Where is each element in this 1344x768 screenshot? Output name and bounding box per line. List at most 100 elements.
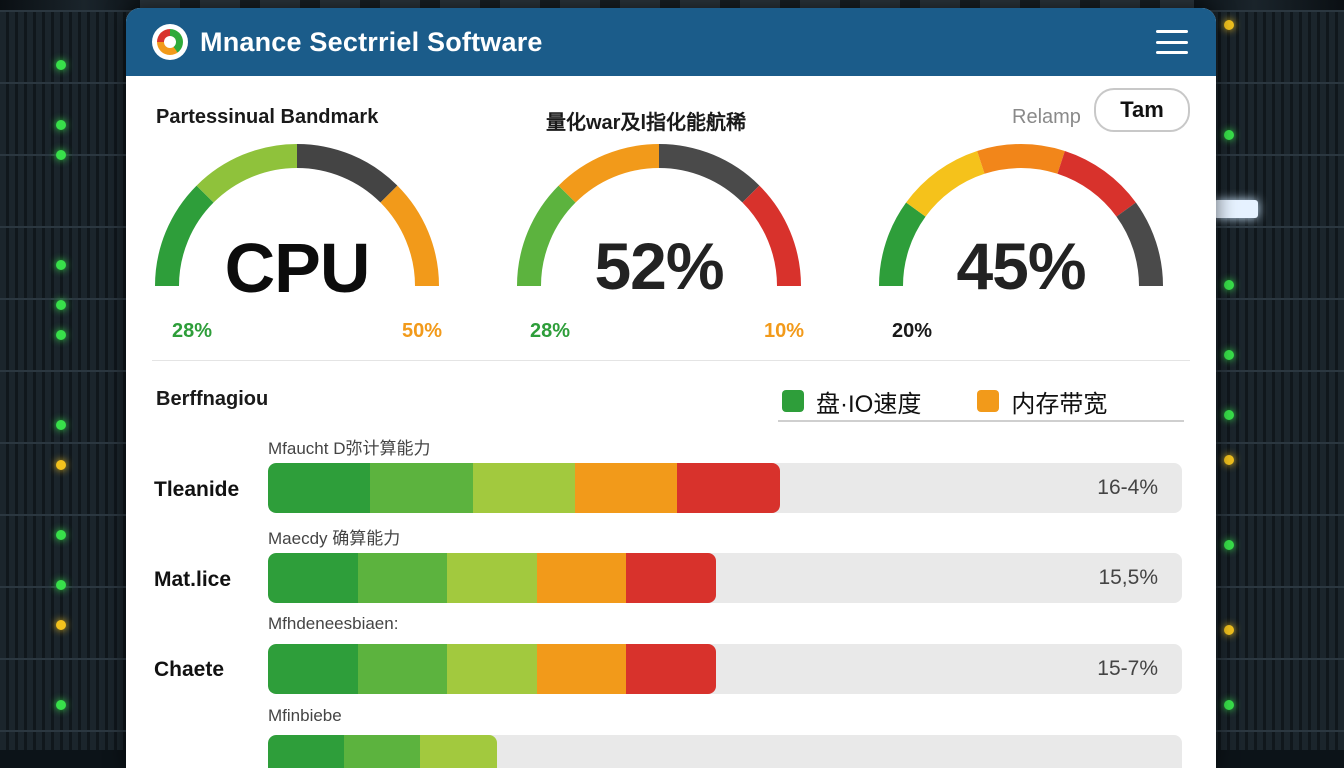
rack-unit — [0, 586, 140, 660]
rack-unit — [0, 658, 140, 732]
progress-bar-track: 16-4% — [268, 463, 1182, 513]
bar-label: Tleanide — [154, 478, 240, 501]
gauge-max-label: 50% — [402, 320, 443, 342]
bar-segment — [575, 463, 678, 513]
server-rack-right — [1194, 0, 1344, 750]
rack-unit — [0, 82, 140, 156]
rack-unit — [1194, 226, 1344, 300]
legend-label: 盘·IO速度 — [816, 390, 922, 418]
gauge-center-label: CPU — [224, 229, 371, 307]
rack-unit — [0, 370, 140, 444]
rack-unit — [0, 226, 140, 300]
app-logo-icon — [152, 24, 188, 60]
progress-bar-fill — [268, 644, 716, 694]
rack-unit — [0, 442, 140, 516]
rack-unit — [1194, 370, 1344, 444]
bar-segment — [447, 644, 537, 694]
rack-unit — [0, 298, 140, 372]
rack-unit — [1194, 730, 1344, 750]
status-led — [1224, 455, 1234, 465]
gauge-max-label: 10% — [764, 320, 805, 342]
rack-unit — [1194, 82, 1344, 156]
status-led — [56, 120, 66, 130]
section-divider — [152, 360, 1190, 361]
gauge-min-label: 28% — [530, 320, 571, 342]
status-led — [1224, 130, 1234, 140]
status-led — [56, 150, 66, 160]
gauge-segment — [1116, 202, 1163, 286]
status-led — [1224, 540, 1234, 550]
status-led — [1224, 625, 1234, 635]
status-led — [56, 260, 66, 270]
hamburger-menu-icon[interactable] — [1156, 30, 1188, 54]
gauge-center-label: 45% — [956, 229, 1086, 303]
status-led — [1224, 700, 1234, 710]
gauge-arc — [517, 144, 801, 286]
bar-value: 16-4% — [1097, 476, 1158, 499]
status-led — [1214, 200, 1258, 218]
gauge-min-label: 20% — [892, 320, 933, 342]
status-led — [56, 530, 66, 540]
status-led — [56, 300, 66, 310]
gauge-segment — [742, 185, 801, 286]
server-rack-left — [0, 0, 140, 750]
status-led — [56, 460, 66, 470]
bar-segment — [626, 644, 716, 694]
bars-section-title: Berffnagiou — [156, 388, 269, 410]
bar-segment — [357, 553, 448, 603]
gauge-segment — [1057, 150, 1136, 217]
gauge-arc — [155, 144, 439, 286]
legend-item-memory-bandwidth[interactable]: 内存带宽 — [977, 384, 1107, 419]
app-window: Mnance Sectrriel Software Partessinual B… — [126, 8, 1216, 768]
gauge-segment — [196, 144, 297, 203]
status-led — [56, 700, 66, 710]
bar-label: Chaete — [154, 658, 225, 681]
bar-segment — [677, 463, 780, 513]
benchmark-heading: Partessinual Bandmark — [156, 106, 379, 128]
gauge-usage-45: 45% 20% — [878, 136, 1164, 366]
bar-value: 15-7% — [1097, 657, 1158, 680]
progress-bar-fill — [268, 463, 780, 513]
status-led — [1224, 20, 1234, 30]
bar-subtitle: Maecdy 确算能力 — [268, 529, 401, 548]
rack-unit — [1194, 514, 1344, 588]
chart-legend: 盘·IO速度 内存带宽 — [778, 382, 1184, 422]
legend-item-disk-io[interactable]: 盘·IO速度 — [782, 384, 921, 419]
rack-unit — [0, 154, 140, 228]
rack-unit — [0, 730, 140, 750]
app-title: Mnance Sectrriel Software — [200, 26, 543, 57]
bar-segment — [344, 735, 421, 768]
metrics-heading: 量化war及l指化能航稀 — [546, 112, 747, 134]
bar-segment — [268, 463, 371, 513]
rack-unit — [1194, 10, 1344, 84]
progress-bar-fill — [268, 735, 497, 768]
gauge-cpu: CPU 28% 50% — [154, 136, 443, 366]
progress-bar-fill — [268, 553, 716, 603]
bar-segment — [268, 553, 358, 603]
bar-segment — [536, 644, 627, 694]
bar-segment — [370, 463, 473, 513]
team-button[interactable]: Tam — [1094, 88, 1190, 132]
bar-segment — [536, 553, 627, 603]
legend-swatch-orange — [977, 390, 1000, 412]
status-led — [1224, 410, 1234, 420]
bar-subtitle: Mfinbiebe — [268, 706, 342, 725]
gauge-center-label: 52% — [594, 229, 724, 303]
status-led — [1224, 280, 1234, 290]
bar-segment — [268, 735, 345, 768]
rack-unit — [1194, 298, 1344, 372]
legend-swatch-green — [782, 390, 804, 412]
gauge-segment — [155, 185, 214, 286]
gauge-segment — [517, 185, 576, 286]
status-led — [56, 580, 66, 590]
gauge-segment — [558, 144, 659, 203]
gauge-usage-52: 52% 28% 10% — [516, 136, 805, 366]
gauge-arc — [879, 144, 1163, 286]
relamp-label[interactable]: Relamp — [1012, 106, 1081, 128]
bar-label: Mat.lice — [154, 568, 232, 591]
rack-unit — [1194, 586, 1344, 660]
gauge-segment — [297, 144, 398, 203]
bar-value: 15,5% — [1098, 566, 1158, 589]
rack-unit — [1194, 658, 1344, 732]
bar-subtitle: Mfaucht D弥计算能力 — [268, 439, 431, 458]
